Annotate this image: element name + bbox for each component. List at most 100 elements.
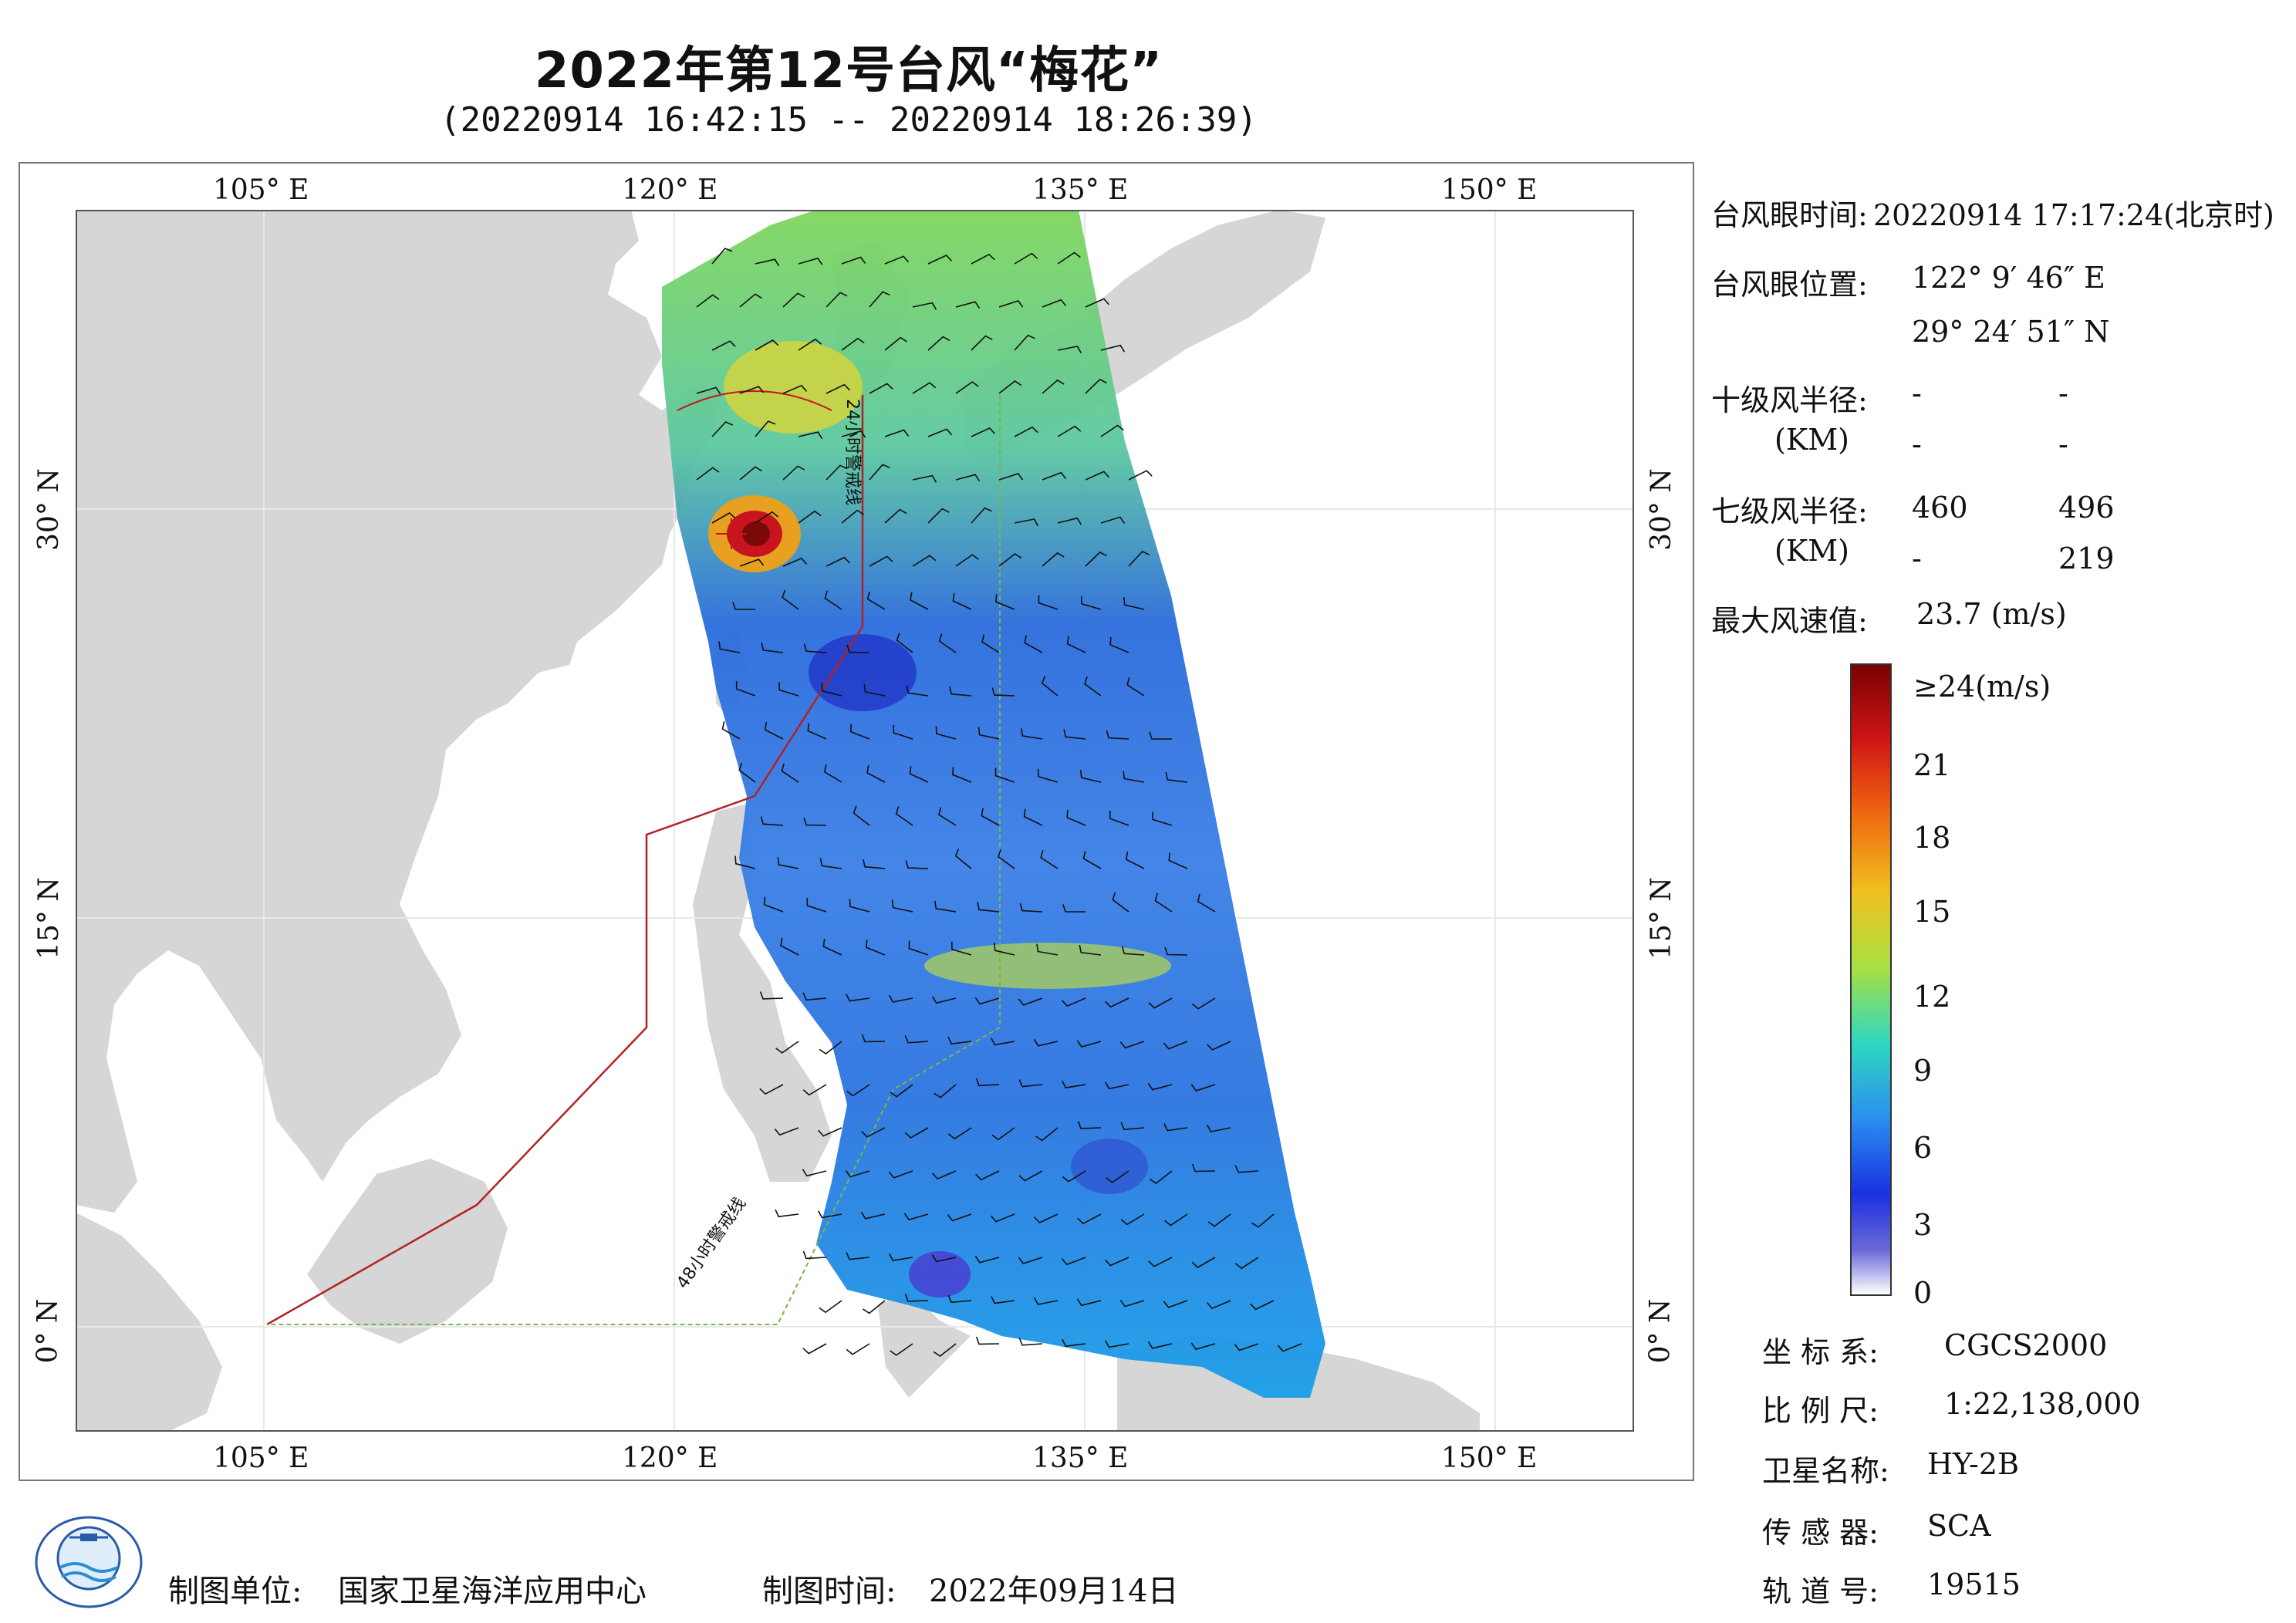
lon-tick-bottom-150: 150° E: [1441, 1442, 1538, 1474]
wind-barb: [1018, 997, 1043, 1006]
wind-barb: [952, 592, 972, 610]
coord-system-value: CGCS2000: [1944, 1328, 2108, 1362]
wind-barb: [927, 428, 953, 437]
wind-barb: [1023, 808, 1043, 826]
wind-barb: [975, 1078, 1000, 1087]
wind-barb: [1014, 518, 1039, 527]
wind-barb: [1106, 730, 1129, 740]
wind-barbs: [696, 248, 1302, 1357]
wind-barb: [990, 1213, 1015, 1223]
wind-barb: [863, 859, 886, 869]
wind-barb: [869, 291, 890, 308]
wind-barb: [888, 1170, 913, 1179]
wind-barb: [1077, 1213, 1102, 1225]
wind-barb: [739, 293, 762, 308]
wind-barb: [912, 555, 937, 567]
wind-barb: [1206, 1300, 1231, 1310]
lat-tick-right-0: 0° N: [1644, 1298, 1676, 1364]
wind-barb: [696, 386, 721, 395]
land-asia-mainland: [76, 210, 724, 1213]
wind-barb: [696, 294, 720, 308]
typhoon-eye-center: [742, 521, 770, 546]
satellite-value: HY-2B: [1927, 1447, 2019, 1481]
wind-barb: [1152, 812, 1173, 826]
wind-barb: [760, 816, 784, 826]
wind-barb: [954, 849, 972, 869]
wind-barb: [1168, 852, 1188, 869]
wind-barb: [1100, 344, 1126, 353]
wind-barb: [955, 554, 979, 567]
wind-barb: [841, 256, 866, 265]
wind-barb: [912, 302, 937, 310]
wind-barb: [910, 592, 929, 610]
wind-barb: [819, 1300, 842, 1314]
moderate-wind-patch-mid: [924, 943, 1171, 989]
wind-barb: [721, 721, 741, 740]
wind-barb: [1125, 852, 1145, 869]
low-wind-patch-1: [809, 634, 917, 711]
wind-barb: [807, 723, 827, 740]
wind-barb: [821, 683, 842, 697]
wind-barb: [947, 1127, 972, 1140]
wind-barb: [826, 383, 850, 394]
wind-barb: [1080, 596, 1102, 610]
wind-barb: [955, 474, 981, 482]
wind-barb: [971, 253, 995, 265]
wind-barb: [933, 1343, 957, 1357]
wind-barb: [739, 558, 765, 567]
wind-barb: [755, 420, 776, 437]
eye-time-label: 台风眼时间:: [1711, 198, 1868, 232]
wind-barb: [761, 642, 784, 653]
wind-barb: [1033, 1297, 1059, 1305]
wind-barb: [974, 997, 1000, 1005]
wind-barb: [774, 1127, 799, 1136]
wind-barb: [1191, 1257, 1216, 1268]
wind-barb: [1126, 677, 1145, 697]
wind-barb: [735, 681, 756, 697]
lon-tick-top-135: 135° E: [1032, 174, 1129, 206]
wind-barb: [896, 633, 913, 653]
colorbar-tick-0: 0: [1913, 1276, 1933, 1310]
wind-barb: [1034, 1213, 1059, 1223]
wind-barb: [971, 335, 993, 351]
wind-barb: [955, 301, 981, 309]
wind-barb: [927, 508, 950, 524]
wind-barb: [1165, 771, 1188, 783]
wind-speed-swath: [662, 210, 1325, 1398]
wind-barb: [981, 808, 1000, 826]
wind-barb: [1057, 251, 1081, 265]
nsoas-logo-icon: [35, 1516, 143, 1608]
wind-barb: [1014, 334, 1035, 351]
wind-barb: [819, 1041, 842, 1054]
low-wind-patch-3: [1071, 1139, 1148, 1194]
wind-barb: [1119, 1299, 1145, 1308]
land-sumatra: [76, 1213, 222, 1432]
wind-barb: [780, 937, 799, 956]
wind-barb: [1080, 770, 1102, 783]
wind-barb: [1041, 676, 1059, 697]
wind-barb: [884, 429, 910, 437]
wind-barb: [802, 1343, 827, 1355]
colorbar-tick-18: 18: [1913, 821, 1951, 855]
wind-barb: [1062, 1170, 1086, 1183]
warning-line-24h: [266, 395, 864, 1326]
eye-longitude: 122° 9′ 46″ E: [1912, 261, 2105, 295]
wind-barb: [1040, 849, 1059, 869]
wind-barb: [893, 725, 913, 740]
wind-barb: [802, 1250, 827, 1260]
wind-barb: [849, 724, 870, 740]
wind-barb: [1234, 1343, 1259, 1351]
r10-label: 十级风半径:: [1711, 383, 1868, 417]
wind-barb: [903, 1213, 929, 1221]
colorbar-tick-24: ≥24(m/s): [1913, 670, 2051, 704]
wind-barb: [909, 765, 929, 783]
wind-barb: [711, 248, 733, 265]
max-wind-label: 最大风速值:: [1711, 604, 1868, 638]
eye-time-value: 20220914 17:17:24(北京时): [1873, 198, 2274, 232]
wind-barb: [1014, 252, 1038, 265]
wind-barb: [947, 1036, 972, 1045]
wind-barb: [938, 807, 957, 826]
r10-value-sw: -: [1912, 427, 1922, 461]
wind-barb: [1100, 424, 1124, 437]
lat-tick-left-15: 15° N: [32, 877, 65, 960]
